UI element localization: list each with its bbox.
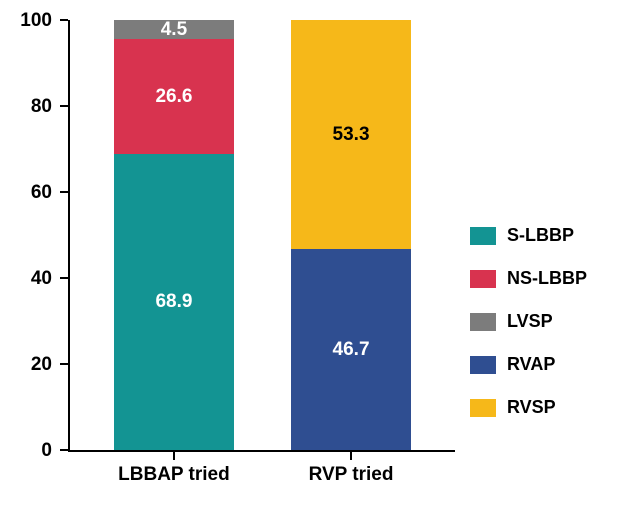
- bar-segment-label: 26.6: [155, 86, 192, 108]
- y-tick-label: 40: [2, 268, 52, 290]
- x-tick-label: RVP tried: [251, 464, 451, 486]
- bar-segment-label: 46.7: [333, 339, 370, 361]
- legend-item: NS-LBBP: [470, 268, 587, 289]
- bar-segment-label: 68.9: [155, 291, 192, 313]
- legend-item: RVSP: [470, 397, 587, 418]
- legend-label: RVAP: [507, 354, 555, 375]
- bar-segment-label: 53.3: [333, 124, 370, 146]
- legend-label: LVSP: [507, 311, 553, 332]
- bar: 68.9 26.6 4.5: [114, 20, 234, 450]
- y-tick-label: 100: [2, 10, 52, 32]
- legend-item: S-LBBP: [470, 225, 587, 246]
- x-tick-label: LBBAP tried: [74, 464, 274, 486]
- y-axis: [68, 20, 70, 452]
- legend-swatch: [470, 399, 496, 417]
- legend-label: S-LBBP: [507, 225, 574, 246]
- y-tick: [60, 363, 68, 365]
- y-tick-label: 60: [2, 182, 52, 204]
- y-tick-label: 20: [2, 354, 52, 376]
- legend-label: RVSP: [507, 397, 556, 418]
- legend-item: LVSP: [470, 311, 587, 332]
- x-axis: [70, 450, 455, 452]
- y-tick: [60, 449, 68, 451]
- bar-segment-label: 4.5: [161, 19, 187, 41]
- stacked-bar-chart: 0 20 40 60 80 100 LBBAP tried 68.9 26.6 4.5 RVP tr…: [0, 0, 630, 508]
- y-tick: [60, 105, 68, 107]
- legend-swatch: [470, 270, 496, 288]
- bar-segment: 4.5: [114, 20, 234, 39]
- y-tick: [60, 191, 68, 193]
- bar-segment: 68.9: [114, 154, 234, 450]
- legend: S-LBBP NS-LBBP LVSP RVAP RVSP: [470, 225, 587, 440]
- bar-segment: 53.3: [291, 20, 411, 249]
- bar-segment: 46.7: [291, 249, 411, 450]
- legend-swatch: [470, 313, 496, 331]
- x-tick: [173, 452, 175, 460]
- legend-label: NS-LBBP: [507, 268, 587, 289]
- y-tick-label: 80: [2, 96, 52, 118]
- legend-swatch: [470, 356, 496, 374]
- legend-swatch: [470, 227, 496, 245]
- x-tick: [350, 452, 352, 460]
- plot-area: 020406080100LBBAP tried68.926.64.5RVP tr…: [70, 20, 455, 450]
- y-tick-label: 0: [2, 440, 52, 462]
- bar: 46.7 53.3: [291, 20, 411, 450]
- y-tick: [60, 19, 68, 21]
- bar-segment: 26.6: [114, 39, 234, 153]
- y-tick: [60, 277, 68, 279]
- legend-item: RVAP: [470, 354, 587, 375]
